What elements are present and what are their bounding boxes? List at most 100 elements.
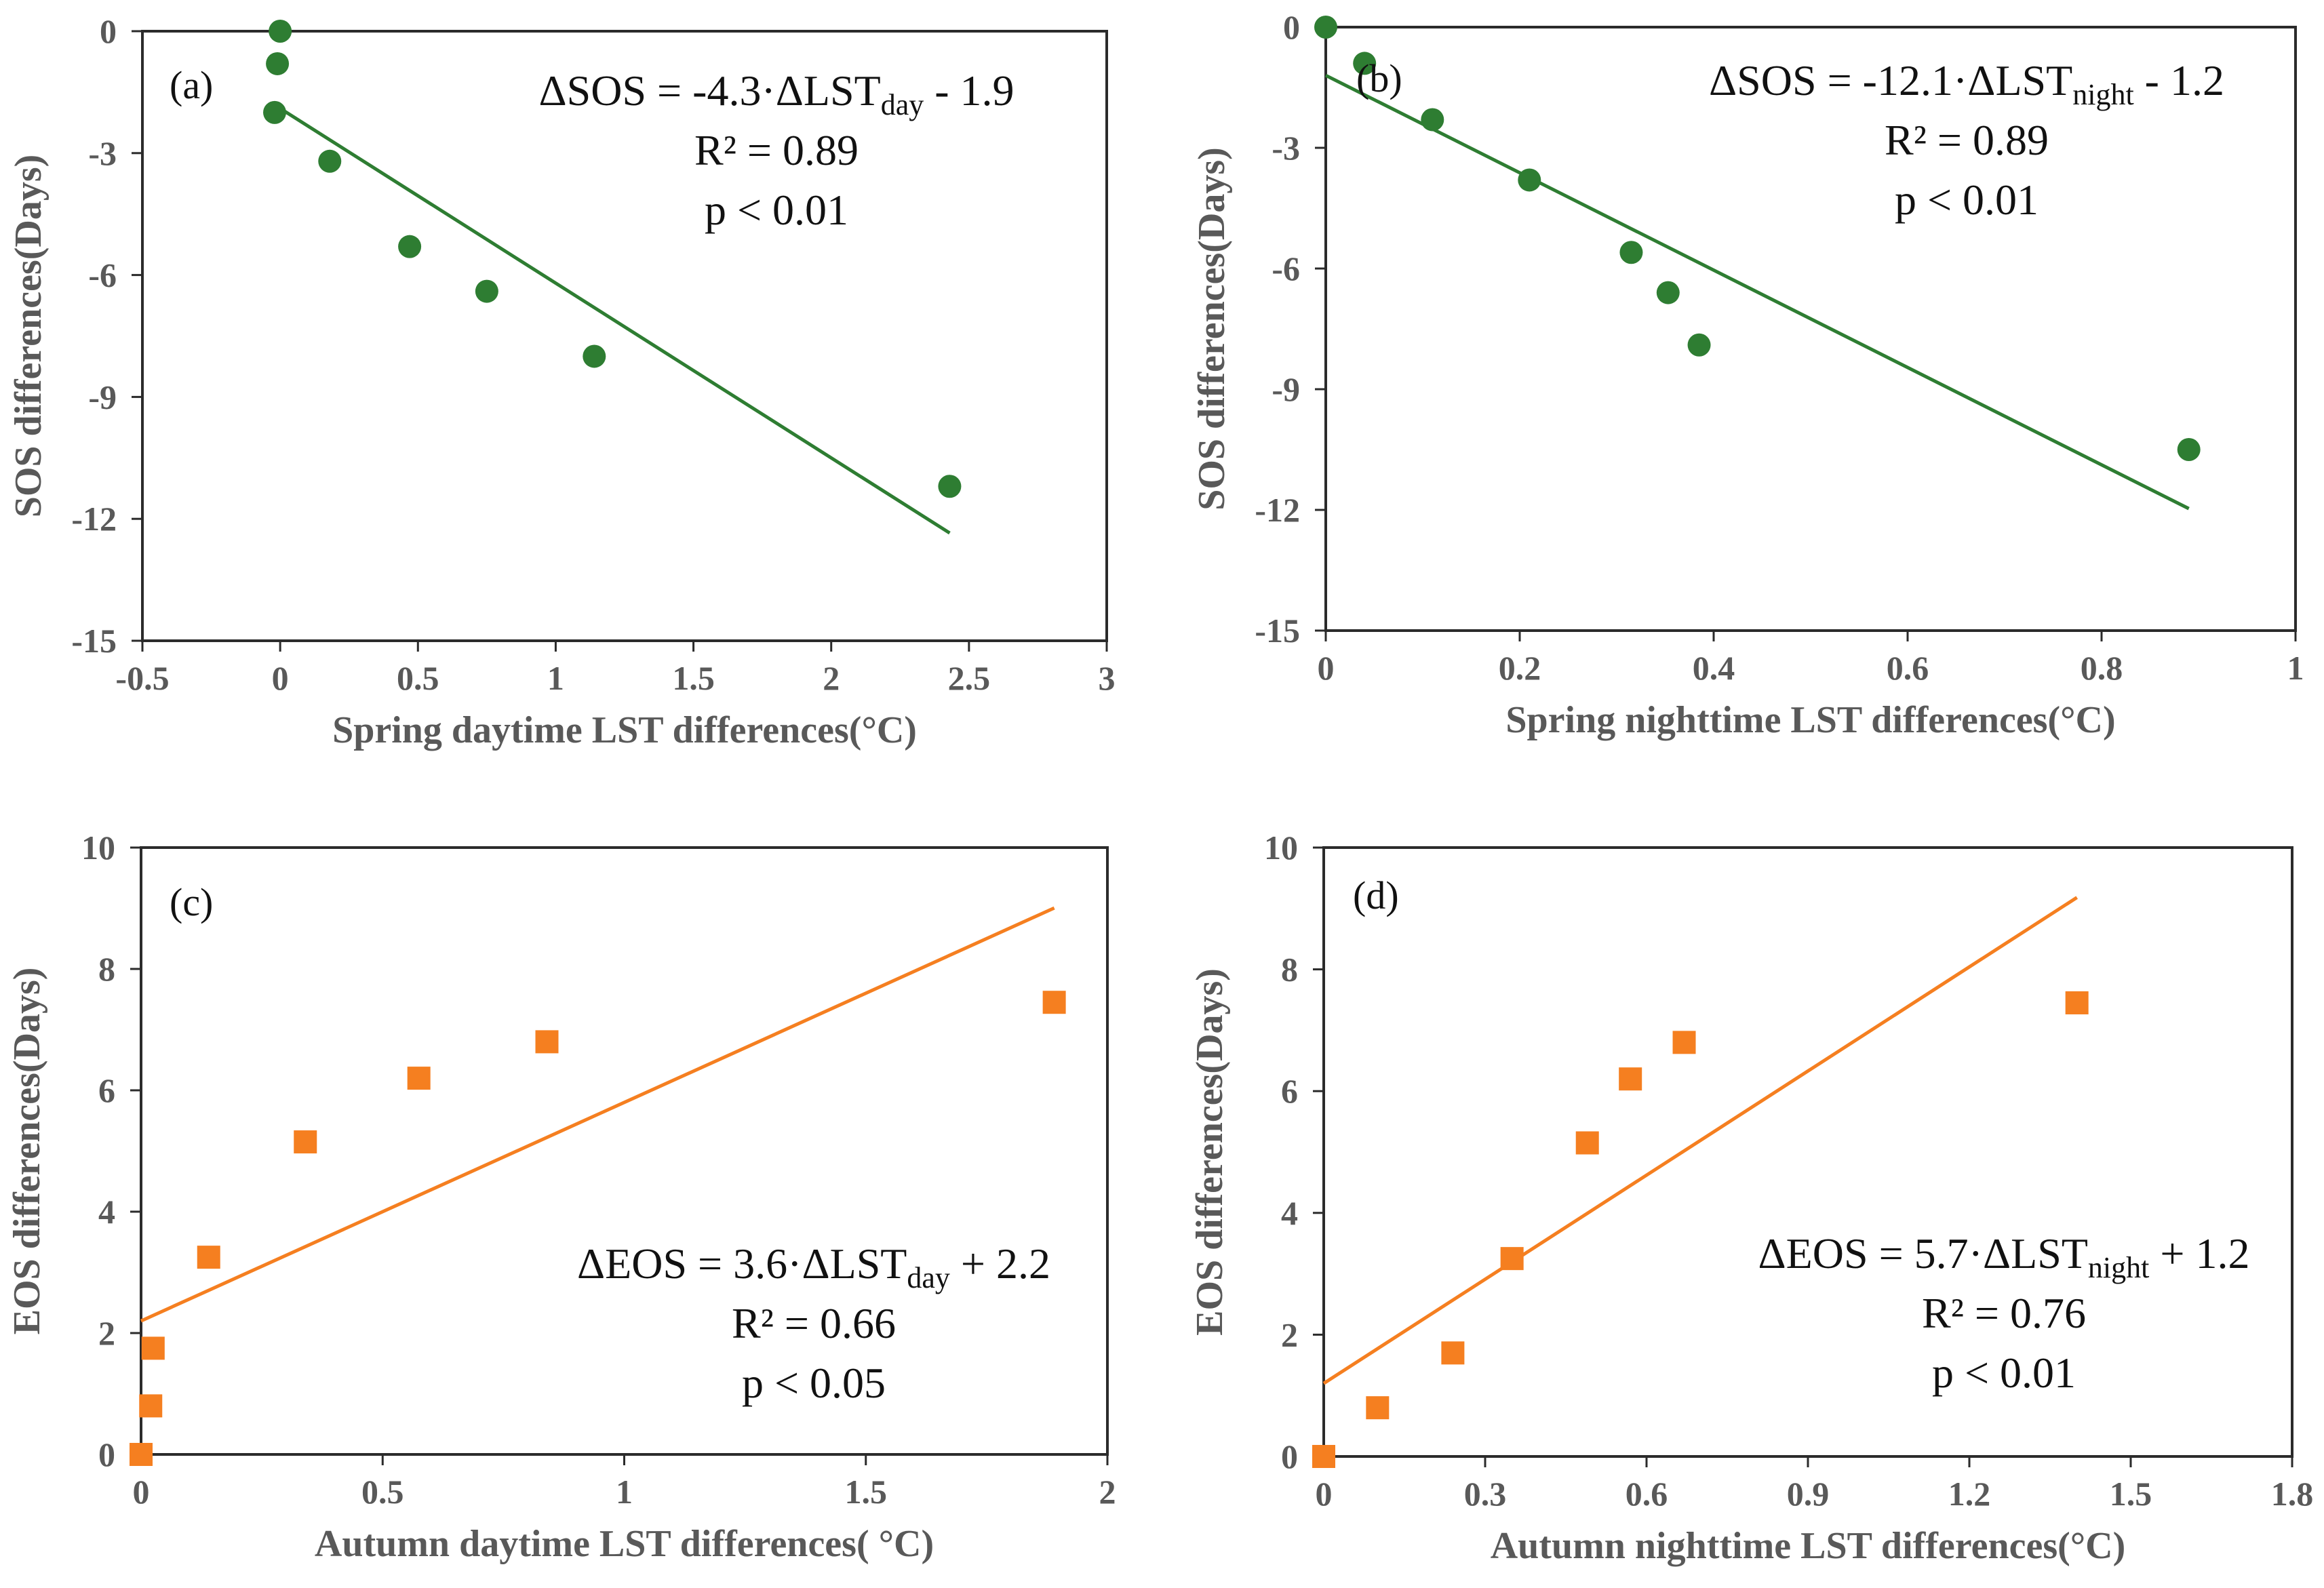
data-point [269,20,292,43]
data-point [1353,52,1377,75]
plot-frame [1322,846,2293,1458]
data-point [1687,333,1711,357]
x-axis-label: Spring daytime LST differences(°C) [332,709,917,751]
y-tick-label: 4 [98,1193,115,1231]
data-point [535,1030,559,1054]
y-axis-label: SOS differences(Days) [7,155,50,518]
x-tick-label: 0.6 [1626,1475,1668,1513]
equation-rhs: - 1.2 [2134,56,2224,104]
x-tick-label: 0.3 [1464,1475,1507,1513]
data-point [1518,168,1541,192]
y-tick-label: -3 [88,134,117,172]
x-tick-label: 2 [1099,1473,1116,1511]
x-axis-label: Autumn daytime LST differences( °C) [315,1523,934,1565]
data-point [1672,1031,1696,1054]
x-tick-label: 0.8 [2081,649,2123,687]
panel-label: (a) [170,63,213,107]
regression-equation: ΔSOS = -12.1·ΔLSTnight - 1.2 [1709,56,2224,111]
equation-rhs: - 1.9 [924,66,1014,115]
p-value: p < 0.01 [1932,1349,2076,1397]
r-squared: R² = 0.76 [1922,1289,2086,1337]
x-tick-label: 0.5 [397,659,439,697]
data-point [263,100,287,124]
x-tick-label: 1.2 [1948,1475,1991,1513]
data-point [318,149,342,173]
p-value: p < 0.01 [705,186,848,234]
y-tick-label: 8 [1281,951,1298,989]
data-point [1366,1396,1390,1420]
x-tick-label: 1 [2287,649,2304,687]
y-tick-label: -6 [1272,250,1300,287]
plot-frame [140,846,1109,1456]
y-tick-label: -12 [71,500,117,538]
r-squared: R² = 0.89 [1885,116,2049,164]
equation-subscript: night [2088,1251,2149,1284]
chart-panel-3: 0 0.5 1 1.5 2 0 2 4 6 8 10 Autumn daytime LST diffe… [6,829,1116,1565]
y-tick-label: 0 [100,12,117,50]
x-tick-label: 1.5 [672,659,715,697]
panel-label: (b) [1356,56,1402,100]
x-tick-label: 1.8 [2271,1475,2314,1513]
y-tick-label: -9 [1272,370,1300,408]
panel-label: (c) [170,880,213,924]
y-tick-label: 0 [1281,1437,1298,1475]
data-point [475,279,498,303]
data-point [1441,1341,1465,1365]
regression-line [273,103,951,535]
regression-equation: ΔEOS = 5.7·ΔLSTnight + 1.2 [1758,1229,2250,1284]
data-point [1500,1247,1524,1271]
chart-panel-1: -0.5 0 0.5 1 1.5 2 2.5 3 0 -3 -6 -9 -12 -15 Spring day… [7,12,1116,751]
plot-frame [1324,26,2297,632]
data-point [1314,16,1337,39]
data-point [130,1443,153,1466]
regression-line [140,906,1055,1323]
data-point [2065,991,2089,1014]
regression-line [1324,73,2190,511]
y-tick-label: -9 [88,378,117,416]
data-point [583,344,606,368]
y-tick-label: 0 [1283,8,1300,46]
data-point [294,1130,317,1154]
data-point [141,1336,165,1360]
data-point [1042,991,1066,1014]
equation-lhs: ΔEOS = 5.7·ΔLST [1758,1229,2088,1277]
y-tick-label: 0 [98,1435,115,1473]
equation-rhs: + 2.2 [950,1239,1050,1288]
data-point [266,52,290,75]
x-tick-label: 1 [547,659,564,697]
y-axis-label: SOS differences(Days) [1191,147,1233,511]
y-tick-label: 4 [1281,1194,1298,1232]
equation-subscript: day [907,1261,950,1294]
y-axis-label: EOS differences(Days) [6,968,48,1335]
plot-frame [141,30,1108,642]
r-squared: R² = 0.89 [694,126,859,174]
x-tick-label: 0 [1318,649,1335,687]
y-tick-label: -15 [1255,612,1300,650]
y-tick-label: 2 [98,1314,115,1352]
data-point [1656,281,1680,304]
p-value: p < 0.01 [1895,176,2039,224]
chart-panel-4: 0 0.3 0.6 0.9 1.2 1.5 1.8 0 2 4 6 8 10 Autumn nightti… [1189,829,2313,1567]
data-point [1619,1067,1642,1091]
x-tick-label: 1 [616,1473,633,1511]
data-point [1421,108,1444,132]
p-value: p < 0.05 [742,1359,886,1407]
x-tick-label: 0.4 [1693,649,1735,687]
equation-subscript: day [881,88,924,121]
x-tick-label: 2 [823,659,840,697]
regression-line [1322,896,2079,1385]
x-tick-label: 0.5 [361,1473,404,1511]
y-tick-label: -3 [1272,129,1300,167]
x-tick-label: 1.5 [2110,1475,2152,1513]
y-tick-label: 8 [98,950,115,988]
x-axis-label: Autumn nighttime LST differences(°C) [1491,1525,2126,1567]
x-tick-label: 1.5 [845,1473,888,1511]
equation-lhs: ΔSOS = -12.1·ΔLST [1709,56,2072,104]
data-point [407,1067,431,1090]
x-tick-label: -0.5 [115,659,169,697]
y-tick-label: -15 [71,622,117,660]
equation-subscript: night [2072,78,2133,111]
regression-equation: ΔEOS = 3.6·ΔLSTday + 2.2 [577,1239,1050,1294]
